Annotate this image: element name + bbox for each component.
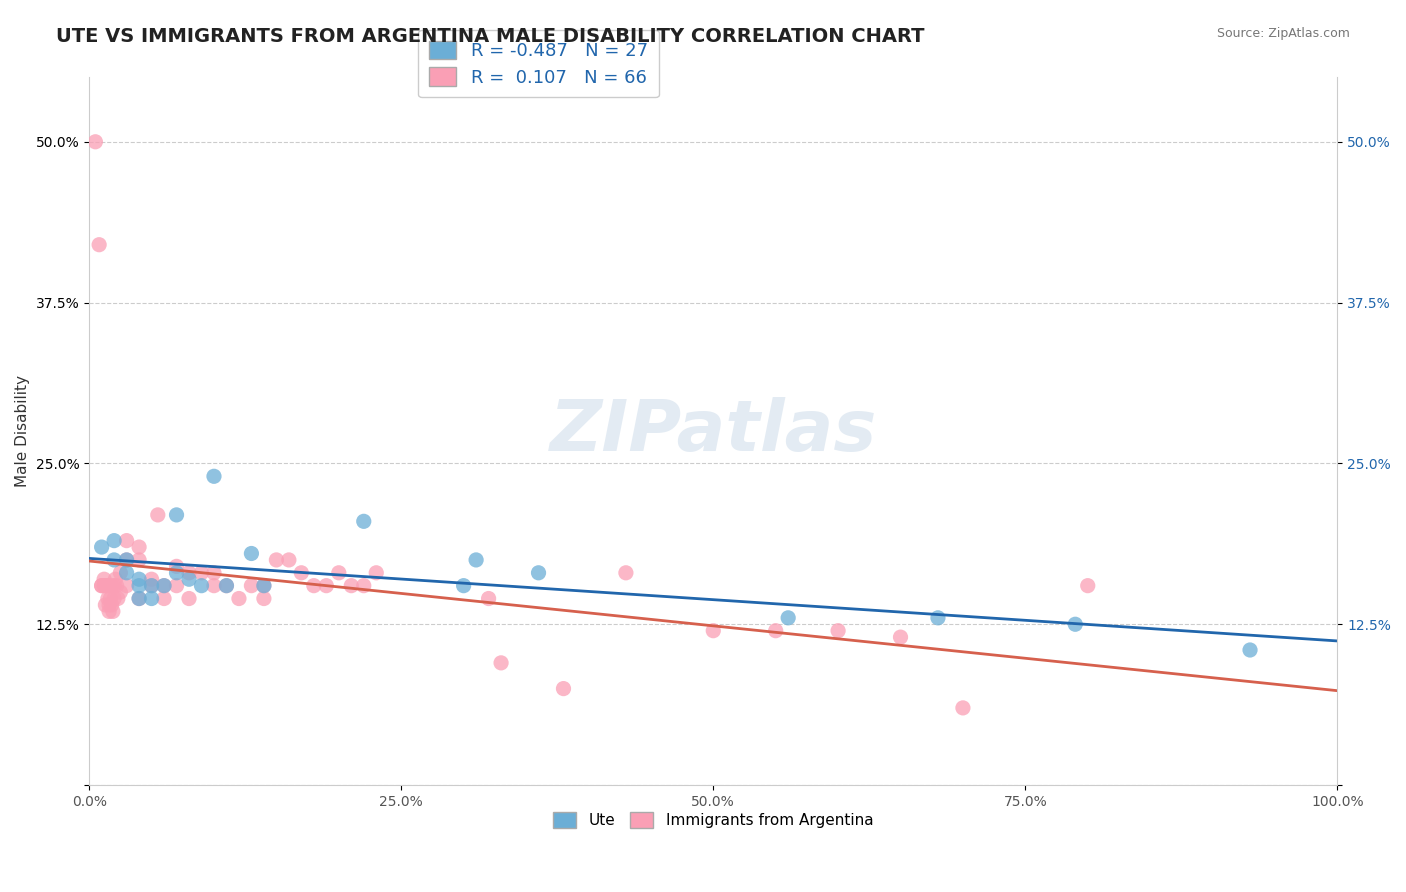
Point — [166, 566, 188, 580]
Point — [115, 566, 138, 580]
Point — [215, 579, 238, 593]
Point — [353, 514, 375, 528]
Point — [141, 579, 163, 593]
Point — [889, 630, 911, 644]
Point — [110, 566, 132, 580]
Point — [93, 579, 115, 593]
Point — [110, 585, 132, 599]
Point — [128, 540, 150, 554]
Point — [778, 611, 800, 625]
Point — [107, 591, 129, 606]
Point — [340, 579, 363, 593]
Point — [765, 624, 787, 638]
Point — [228, 591, 250, 606]
Point — [315, 579, 337, 593]
Point — [202, 469, 225, 483]
Point — [96, 579, 118, 593]
Point — [100, 579, 122, 593]
Legend: Ute, Immigrants from Argentina: Ute, Immigrants from Argentina — [547, 805, 879, 834]
Point — [128, 579, 150, 593]
Point — [115, 579, 138, 593]
Point — [103, 553, 125, 567]
Point — [128, 591, 150, 606]
Point — [100, 598, 122, 612]
Point — [240, 579, 263, 593]
Point — [153, 591, 176, 606]
Point — [97, 591, 120, 606]
Point — [190, 566, 212, 580]
Point — [366, 566, 388, 580]
Point — [153, 579, 176, 593]
Point — [141, 579, 163, 593]
Point — [1077, 579, 1099, 593]
Point — [98, 604, 121, 618]
Point — [90, 540, 112, 554]
Point — [100, 591, 122, 606]
Point — [190, 579, 212, 593]
Point — [202, 566, 225, 580]
Point — [453, 579, 475, 593]
Point — [177, 566, 200, 580]
Point — [103, 591, 125, 606]
Point — [277, 553, 299, 567]
Point — [240, 547, 263, 561]
Point — [290, 566, 312, 580]
Point — [253, 579, 276, 593]
Point — [1064, 617, 1087, 632]
Text: Source: ZipAtlas.com: Source: ZipAtlas.com — [1216, 27, 1350, 40]
Point — [202, 579, 225, 593]
Point — [89, 237, 111, 252]
Point — [215, 579, 238, 593]
Point — [141, 591, 163, 606]
Point — [105, 579, 128, 593]
Point — [104, 572, 127, 586]
Point — [94, 598, 117, 612]
Point — [353, 579, 375, 593]
Point — [478, 591, 501, 606]
Point — [253, 579, 276, 593]
Point — [302, 579, 325, 593]
Point — [927, 611, 949, 625]
Point — [103, 579, 125, 593]
Point — [489, 656, 512, 670]
Point — [266, 553, 288, 567]
Text: ZIPatlas: ZIPatlas — [550, 397, 877, 466]
Point — [166, 579, 188, 593]
Point — [103, 533, 125, 548]
Point — [177, 591, 200, 606]
Point — [84, 135, 107, 149]
Point — [90, 579, 112, 593]
Y-axis label: Male Disability: Male Disability — [15, 376, 30, 487]
Point — [97, 579, 120, 593]
Point — [177, 572, 200, 586]
Point — [328, 566, 350, 580]
Point — [90, 579, 112, 593]
Text: UTE VS IMMIGRANTS FROM ARGENTINA MALE DISABILITY CORRELATION CHART: UTE VS IMMIGRANTS FROM ARGENTINA MALE DI… — [56, 27, 925, 45]
Point — [115, 553, 138, 567]
Point — [553, 681, 575, 696]
Point — [128, 553, 150, 567]
Point — [93, 572, 115, 586]
Point — [614, 566, 637, 580]
Point — [702, 624, 724, 638]
Point — [101, 604, 124, 618]
Point — [128, 572, 150, 586]
Point — [166, 559, 188, 574]
Point — [952, 701, 974, 715]
Point — [115, 533, 138, 548]
Point — [141, 572, 163, 586]
Point — [465, 553, 488, 567]
Point — [94, 579, 117, 593]
Point — [827, 624, 849, 638]
Point — [153, 579, 176, 593]
Point — [253, 591, 276, 606]
Point — [527, 566, 550, 580]
Point — [128, 591, 150, 606]
Point — [1239, 643, 1261, 657]
Point — [115, 553, 138, 567]
Point — [166, 508, 188, 522]
Point — [98, 598, 121, 612]
Point — [146, 508, 169, 522]
